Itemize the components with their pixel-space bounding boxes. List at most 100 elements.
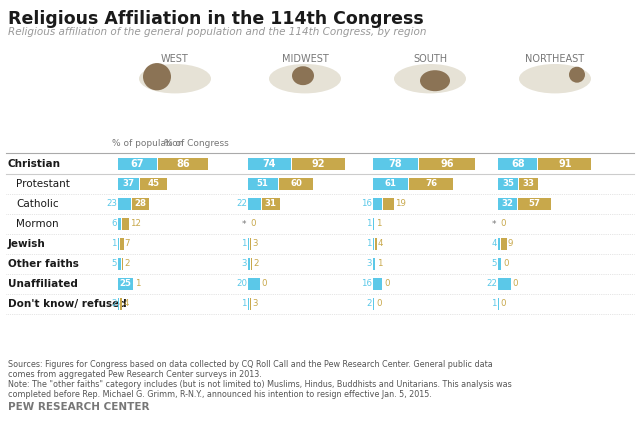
Bar — [118, 258, 121, 270]
Bar — [374, 238, 377, 250]
Bar — [292, 158, 346, 170]
Text: 0: 0 — [376, 299, 381, 308]
Text: 23: 23 — [106, 200, 117, 209]
Text: Catholic: Catholic — [16, 199, 59, 209]
Text: 2: 2 — [367, 299, 372, 308]
Bar — [140, 178, 166, 190]
Bar — [248, 178, 278, 190]
Text: Religious Affiliation in the 114th Congress: Religious Affiliation in the 114th Congr… — [8, 10, 424, 28]
Bar — [250, 238, 252, 250]
Text: 4: 4 — [124, 299, 129, 308]
Text: 37: 37 — [123, 180, 135, 188]
Bar — [120, 298, 122, 310]
Text: 0: 0 — [503, 260, 508, 269]
Text: 1: 1 — [367, 239, 372, 248]
Text: *: * — [241, 219, 246, 229]
Text: 2: 2 — [253, 260, 259, 269]
Bar — [248, 198, 260, 210]
Bar — [248, 278, 260, 290]
Ellipse shape — [269, 64, 341, 93]
Text: 4: 4 — [378, 239, 383, 248]
Text: 96: 96 — [440, 159, 454, 169]
Text: 91: 91 — [558, 159, 572, 169]
Bar — [518, 198, 550, 210]
Text: 45: 45 — [147, 180, 159, 188]
Bar — [118, 278, 132, 290]
Text: 0: 0 — [513, 280, 518, 289]
Text: 6: 6 — [111, 219, 117, 229]
Text: PEW RESEARCH CENTER: PEW RESEARCH CENTER — [8, 402, 150, 412]
Text: 1: 1 — [492, 299, 497, 308]
Text: 28: 28 — [134, 200, 147, 209]
Text: % of Congress: % of Congress — [164, 139, 228, 148]
Text: Jewish: Jewish — [8, 239, 45, 249]
Text: 3: 3 — [252, 299, 258, 308]
Text: 78: 78 — [389, 159, 403, 169]
Ellipse shape — [394, 64, 466, 93]
Bar — [278, 178, 314, 190]
Bar — [118, 178, 140, 190]
Text: WEST: WEST — [161, 54, 189, 64]
Text: 3: 3 — [241, 260, 247, 269]
Text: 3: 3 — [252, 239, 258, 248]
Text: 86: 86 — [176, 159, 189, 169]
Text: 92: 92 — [312, 159, 325, 169]
Bar — [501, 238, 506, 250]
Bar — [383, 198, 394, 210]
Ellipse shape — [420, 70, 450, 91]
Text: 16: 16 — [361, 200, 372, 209]
Bar — [118, 158, 157, 170]
Bar — [120, 238, 124, 250]
Bar — [498, 178, 518, 190]
Text: 1: 1 — [111, 239, 117, 248]
Bar — [122, 258, 123, 270]
Text: 0: 0 — [500, 219, 506, 229]
Text: NORTHEAST: NORTHEAST — [525, 54, 584, 64]
Text: 31: 31 — [265, 200, 276, 209]
Bar — [498, 258, 501, 270]
Bar — [262, 198, 280, 210]
Bar — [118, 218, 122, 230]
Text: 9: 9 — [508, 239, 513, 248]
Ellipse shape — [519, 64, 591, 93]
Text: Mormon: Mormon — [16, 219, 59, 229]
Bar — [498, 238, 500, 250]
Ellipse shape — [569, 67, 585, 83]
Text: Sources: Figures for Congress based on data collected by CQ Roll Call and the Pe: Sources: Figures for Congress based on d… — [8, 360, 493, 379]
Text: 74: 74 — [262, 159, 276, 169]
Text: 76: 76 — [426, 180, 438, 188]
Ellipse shape — [139, 64, 211, 93]
Text: Other faiths: Other faiths — [8, 259, 79, 269]
Text: 57: 57 — [528, 200, 540, 209]
Bar — [250, 298, 252, 310]
Bar — [373, 278, 382, 290]
Bar — [538, 158, 591, 170]
Bar — [419, 158, 475, 170]
Bar — [251, 258, 252, 270]
Text: Christian: Christian — [8, 159, 61, 169]
Text: 25: 25 — [119, 280, 131, 289]
Text: 2: 2 — [124, 260, 129, 269]
Text: 68: 68 — [511, 159, 525, 169]
Text: 32: 32 — [501, 200, 513, 209]
Text: 19: 19 — [396, 200, 406, 209]
Bar — [373, 158, 419, 170]
Ellipse shape — [143, 63, 171, 90]
Text: 22: 22 — [486, 280, 497, 289]
Bar — [132, 198, 148, 210]
Text: Protestant: Protestant — [16, 179, 70, 189]
Text: 67: 67 — [131, 159, 144, 169]
Text: 1: 1 — [241, 239, 247, 248]
Text: 1: 1 — [378, 260, 383, 269]
Text: 0: 0 — [384, 280, 390, 289]
Text: % of population: % of population — [112, 139, 184, 148]
Text: 61: 61 — [385, 180, 397, 188]
Text: 51: 51 — [257, 180, 269, 188]
Text: 1: 1 — [367, 219, 372, 229]
Ellipse shape — [292, 66, 314, 85]
Text: 2: 2 — [111, 299, 117, 308]
Text: *: * — [492, 219, 496, 229]
Text: 7: 7 — [125, 239, 130, 248]
Bar — [158, 158, 208, 170]
Text: 1: 1 — [241, 299, 247, 308]
